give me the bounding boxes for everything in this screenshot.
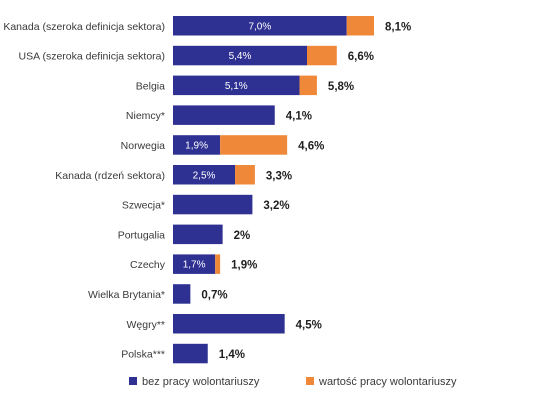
category-label: Polska*** bbox=[121, 349, 165, 361]
bar-base bbox=[173, 343, 208, 364]
bar-volunteer bbox=[235, 165, 255, 185]
bar-total-label: 4,1% bbox=[286, 111, 312, 123]
bar-inner-label: 2,5% bbox=[193, 170, 216, 181]
bar-volunteer bbox=[299, 75, 317, 96]
bar-volunteer bbox=[220, 135, 288, 155]
bar-inner-label: 5,1% bbox=[225, 81, 248, 92]
category-label: Węgry** bbox=[126, 319, 165, 331]
category-label: Norwegia bbox=[121, 140, 166, 152]
category-label: Szwecja* bbox=[122, 200, 165, 212]
category-label: Portugalia bbox=[118, 229, 165, 241]
bar-total-label: 0,7% bbox=[201, 289, 227, 301]
category-label: Niemcy* bbox=[126, 110, 165, 122]
bar-inner-label: 1,9% bbox=[185, 140, 208, 151]
legend: bez pracy wolontariuszy wartość pracy wo… bbox=[129, 376, 457, 388]
bar-total-label: 3,2% bbox=[263, 200, 289, 212]
bar-base bbox=[173, 135, 221, 155]
bar-inner-label: 7,0% bbox=[248, 21, 271, 32]
bar-base bbox=[173, 165, 236, 185]
bar-inner-label: 5,4% bbox=[229, 51, 252, 62]
bar-base bbox=[173, 16, 347, 36]
bar-base bbox=[173, 284, 191, 304]
bar-total-label: 4,5% bbox=[296, 319, 322, 331]
bar-volunteer bbox=[215, 254, 221, 274]
bar-total-label: 3,3% bbox=[266, 170, 292, 182]
category-label: Wielka Brytania* bbox=[88, 289, 165, 301]
bar-base bbox=[173, 45, 307, 66]
bar-total-label: 1,9% bbox=[231, 260, 257, 272]
legend-label-base: bez pracy wolontariuszy bbox=[142, 376, 260, 388]
category-label: Kanada (szeroka definicja sektora) bbox=[3, 21, 165, 33]
bar-base bbox=[173, 194, 253, 215]
category-label: Kanada (rdzeń sektora) bbox=[55, 170, 165, 182]
bar-base bbox=[173, 254, 216, 274]
bars-layer: Kanada (szeroka definicja sektora) 7,0% 8,… bbox=[3, 16, 411, 364]
bar-total-label: 5,8% bbox=[328, 81, 354, 93]
bar-total-label: 1,4% bbox=[219, 349, 245, 361]
category-label: Belgia bbox=[136, 80, 165, 92]
legend-swatch-base bbox=[129, 377, 137, 385]
legend-swatch-volunteer bbox=[306, 377, 314, 385]
bar-volunteer bbox=[346, 16, 374, 36]
bar-volunteer bbox=[307, 45, 337, 66]
bar-base bbox=[173, 105, 275, 125]
bar-base bbox=[173, 314, 285, 334]
bar-total-label: 6,6% bbox=[348, 51, 374, 63]
bar-base bbox=[173, 224, 223, 245]
bar-total-label: 2% bbox=[234, 230, 251, 242]
bar-base bbox=[173, 75, 300, 96]
bar-inner-label: 1,7% bbox=[183, 260, 206, 271]
bar-total-label: 4,6% bbox=[298, 140, 324, 152]
category-label: USA (szeroka definicja sektora) bbox=[19, 51, 165, 63]
bar-total-label: 8,1% bbox=[385, 21, 411, 33]
legend-label-volunteer: wartość pracy wolontariuszy bbox=[318, 376, 457, 388]
category-label: Czechy bbox=[130, 259, 166, 271]
